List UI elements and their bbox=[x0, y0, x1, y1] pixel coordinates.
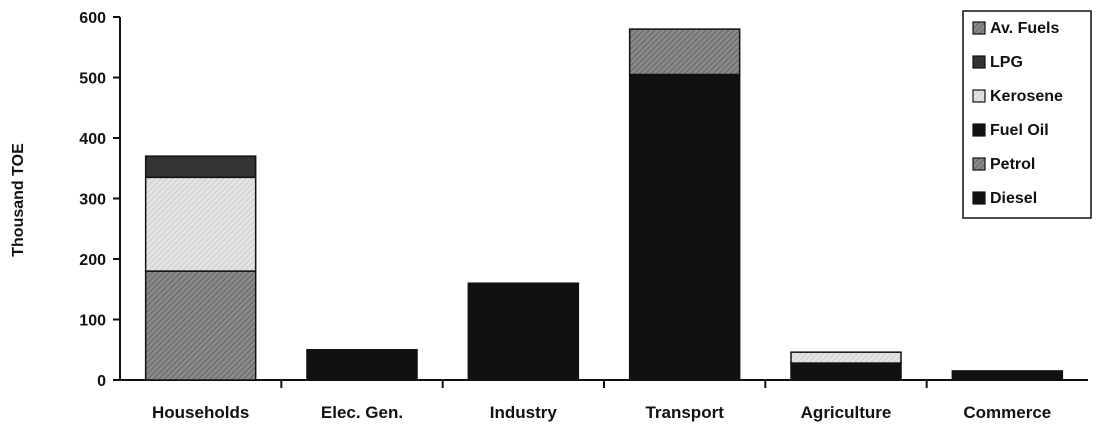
legend-label: Diesel bbox=[990, 190, 1037, 207]
legend-swatch bbox=[972, 55, 986, 69]
y-axis-title-group: Thousand TOE bbox=[10, 143, 27, 257]
legend-box bbox=[962, 10, 1092, 219]
y-tick-label: 200 bbox=[79, 252, 106, 269]
legend-label: Av. Fuels bbox=[990, 20, 1059, 37]
x-category-label: Households bbox=[152, 403, 249, 422]
legend-label: Petrol bbox=[990, 156, 1035, 173]
bar-segment-kerosene-households bbox=[144, 176, 257, 272]
bar-segment-diesel-elec-gen bbox=[306, 349, 418, 381]
legend-swatch bbox=[972, 191, 986, 205]
x-category-label: Transport bbox=[645, 403, 724, 422]
bar-segment-diesel-commerce bbox=[951, 370, 1064, 381]
y-tick-label: 500 bbox=[79, 71, 106, 88]
x-category-label: Industry bbox=[490, 403, 558, 422]
bar-segment-diesel-agriculture bbox=[790, 362, 902, 381]
y-axis-title: Thousand TOE bbox=[10, 143, 27, 257]
legend-swatch bbox=[972, 21, 986, 35]
bar-segment-petrol-households bbox=[144, 270, 257, 381]
legend-label: LPG bbox=[990, 54, 1023, 71]
y-tick-label: 300 bbox=[79, 192, 106, 209]
x-category-label: Commerce bbox=[963, 403, 1051, 422]
legend: Av. Fuels LPG Kerosene Fuel Oil Petrol Diesel bbox=[962, 10, 1092, 219]
bar-segment-diesel-transport bbox=[628, 73, 741, 381]
legend-swatch bbox=[972, 89, 986, 103]
legend-label: Kerosene bbox=[990, 88, 1063, 105]
x-category-label: Agriculture bbox=[801, 403, 892, 422]
bar-segment-kerosene-agriculture bbox=[790, 351, 902, 364]
bars bbox=[144, 28, 1064, 381]
bar-segment-lpg-households bbox=[144, 155, 257, 179]
legend-label: Fuel Oil bbox=[990, 122, 1049, 139]
legend-swatch bbox=[972, 157, 986, 171]
bar-segment-diesel-industry bbox=[467, 282, 580, 381]
bar-segment-av-fuels-transport bbox=[628, 28, 741, 76]
y-tick-label: 400 bbox=[79, 131, 106, 148]
legend-swatch bbox=[972, 123, 986, 137]
x-category-label: Elec. Gen. bbox=[321, 403, 403, 422]
y-axis: 0 100 200 300 400 500 600 bbox=[79, 10, 121, 390]
y-tick-label: 600 bbox=[79, 10, 106, 27]
y-tick-label: 100 bbox=[79, 313, 106, 330]
x-axis bbox=[120, 379, 1088, 388]
category-labels: Households Elec. Gen. Industry Transport Agr… bbox=[152, 403, 1051, 422]
y-tick-label: 0 bbox=[97, 373, 106, 390]
